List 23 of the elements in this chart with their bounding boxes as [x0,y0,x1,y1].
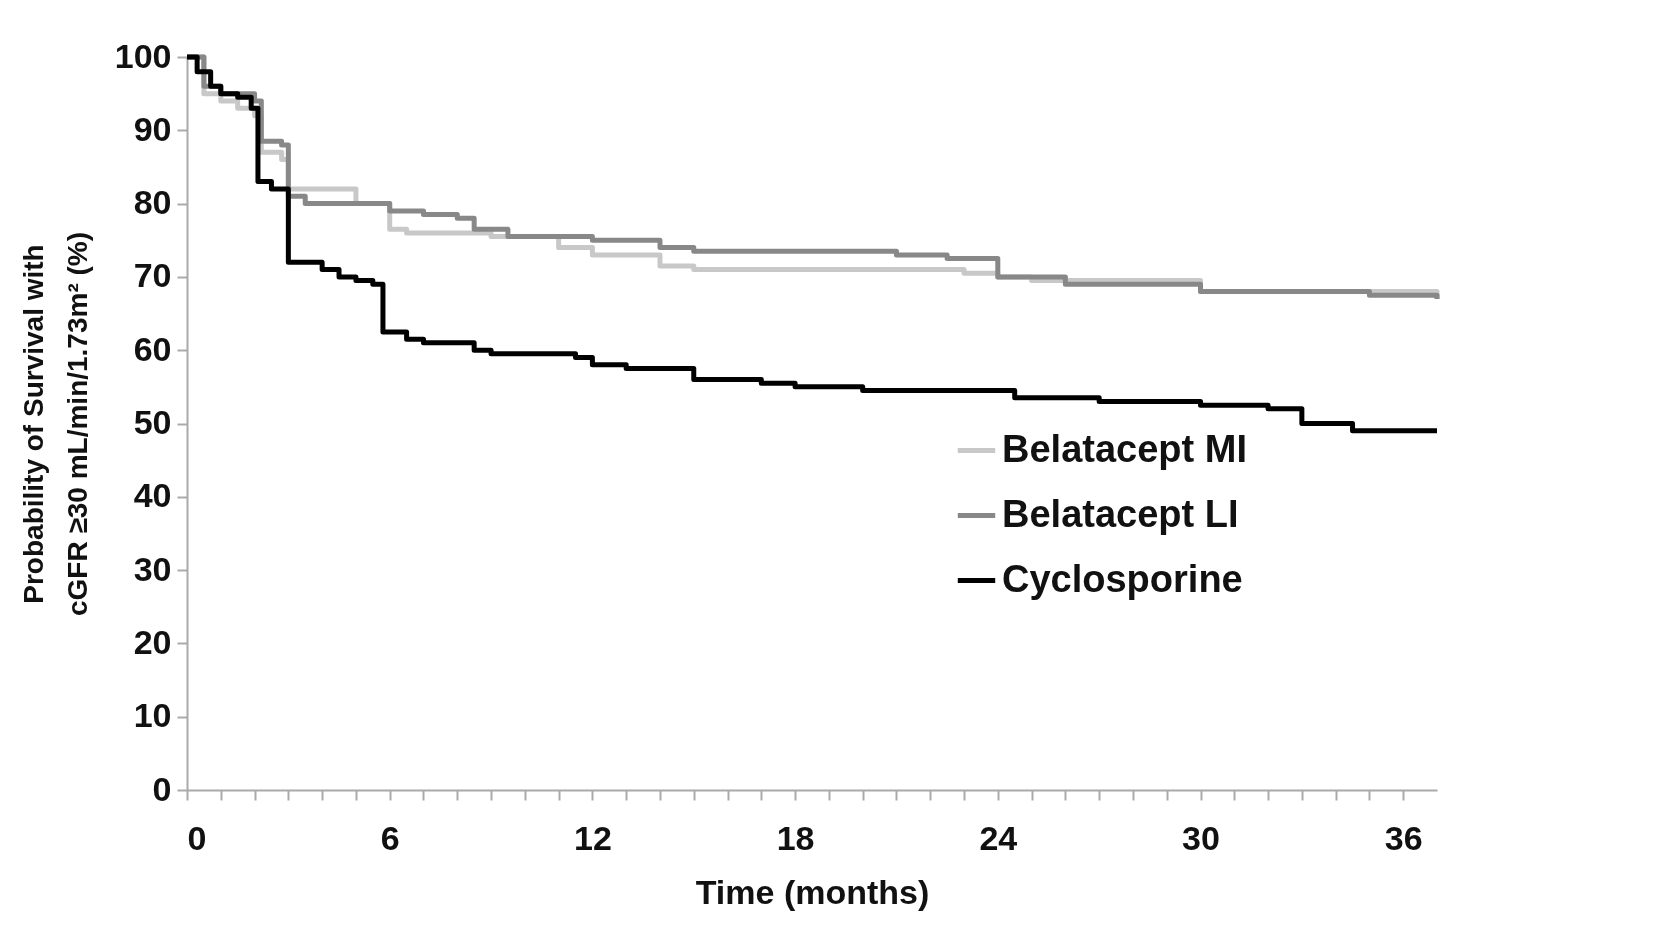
y-tick-label: 20 [133,622,172,661]
legend-label: Belatacept MI [1002,427,1247,470]
x-tick-label: 6 [380,818,400,857]
y-tick-label: 60 [133,329,172,368]
x-tick-label: 12 [573,818,612,857]
x-tick-label: 36 [1384,818,1423,857]
y-tick-label: 40 [133,476,172,515]
x-tick-label: 0 [187,818,207,857]
legend-label: Cyclosporine [1002,557,1243,600]
legend-label: Belatacept LI [1002,492,1239,535]
y-axis-title: Probability of Survival with cGFR ≥30 mL/min/1.73m² (%) [17,231,93,617]
y-tick-label: 100 [114,36,172,75]
x-tick-label: 18 [776,818,815,857]
y-tick-label: 10 [133,696,172,735]
y-tick-label: 70 [133,256,172,295]
y-tick-label: 30 [133,549,172,588]
y-tick-label: 50 [133,403,172,441]
x-axis-title: Time (months) [695,872,930,911]
y-tick-label: 90 [133,109,172,148]
y-tick-label: 0 [152,769,172,808]
y-tick-label: 80 [133,183,172,222]
x-tick-label: 24 [979,818,1018,857]
x-tick-label: 30 [1182,818,1220,857]
